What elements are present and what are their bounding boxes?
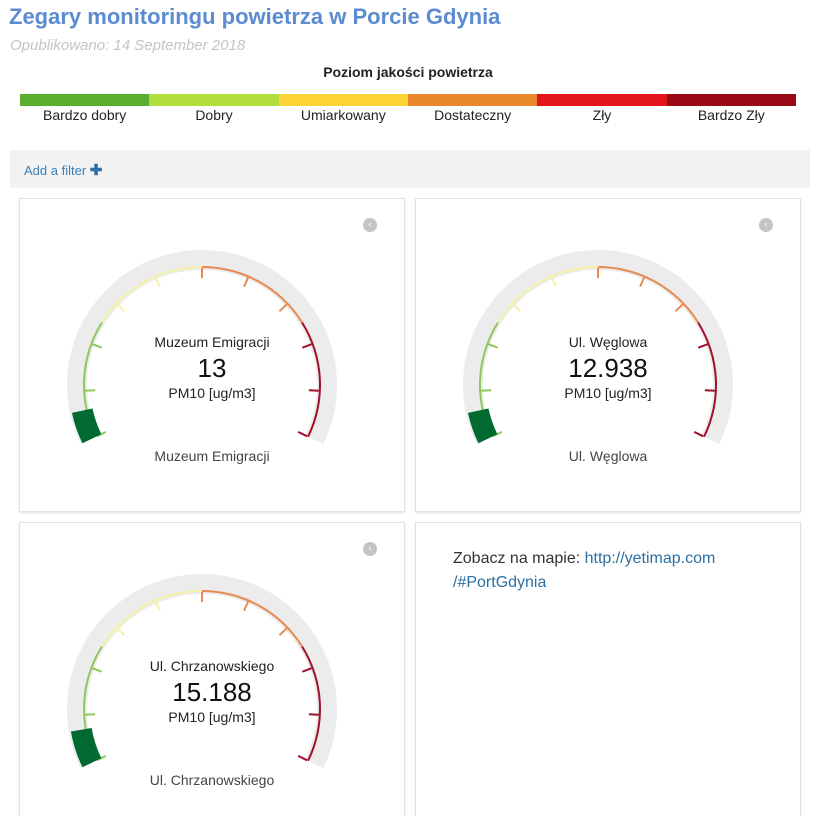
gauge-tick — [91, 667, 103, 673]
gauge-tick — [301, 667, 313, 673]
gauge-value: 12.938 — [568, 353, 648, 383]
gauge-chart — [462, 249, 733, 445]
legend-segment — [666, 94, 796, 106]
plus-icon: ✚ — [89, 162, 103, 179]
gauge-card-1: ‹ Muzeum Emigracji 13 PM10 [ug/m3] Muzeu… — [19, 198, 405, 512]
legend-title: Poziom jakości powietrza — [323, 64, 493, 80]
map-card: Zobacz na mapie: http://yetimap.com /#Por… — [415, 522, 801, 816]
gauge-band — [598, 266, 699, 323]
gauge-tick — [243, 601, 250, 612]
legend-color-bar — [20, 94, 796, 106]
gauge-value: 13 — [197, 353, 227, 383]
gauge-tick — [154, 277, 161, 288]
gauge-tick — [243, 277, 250, 288]
gauge-tick — [301, 343, 313, 349]
map-link-line2: /#PortGdynia — [453, 574, 547, 591]
page-title: Zegary monitoringu powietrza w Porcie Gd… — [9, 4, 501, 29]
gauge-station-name: Muzeum Emigracji — [154, 334, 270, 350]
legend-segment — [20, 94, 150, 106]
gauge-tick — [487, 343, 499, 349]
gauge-station-name: Ul. Węglowa — [568, 334, 648, 350]
legend-label: Umiarkowany — [300, 107, 386, 123]
filter-bar: Add a filter ✚ — [10, 150, 810, 188]
gauge-tick — [116, 303, 126, 312]
legend-segment — [407, 94, 538, 106]
gauge-tick — [492, 431, 503, 438]
gauge-tick — [278, 303, 288, 312]
map-label: Zobacz na mapie: — [453, 550, 585, 567]
gauge-band — [101, 266, 202, 323]
gauge-caption: Ul. Węglowa — [568, 448, 648, 464]
gauge-station-name: Ul. Chrzanowskiego — [149, 658, 275, 674]
legend-segment — [537, 94, 667, 106]
back-circle-icon[interactable]: ‹ — [363, 542, 377, 556]
publish-date: Opublikowano: 14 September 2018 — [10, 37, 246, 54]
gauge-card-2: ‹ Ul. Węglowa 12.938 PM10 [ug/m3] Ul. Wę… — [415, 198, 801, 512]
legend-labels: Bardzo dobry Dobry Umiarkowany Dostateczny Z… — [20, 107, 796, 123]
gauge-tick — [512, 303, 522, 312]
gauge-tick — [693, 431, 704, 438]
back-circle-icon[interactable]: ‹ — [759, 218, 773, 232]
gauge-tick — [96, 755, 107, 762]
legend-label: Bardzo Zły — [697, 107, 765, 123]
gauge-band — [497, 266, 598, 323]
gauge-band — [202, 266, 303, 323]
legend-label: Dobry — [195, 107, 233, 123]
gauge-tick — [697, 343, 709, 349]
gauge-value: 15.188 — [172, 677, 252, 707]
legend-label: Dostateczny — [434, 107, 512, 123]
gauge-tick — [550, 277, 557, 288]
legend-segment — [278, 94, 408, 106]
gauge-caption: Ul. Chrzanowskiego — [149, 772, 275, 788]
gauge-chart — [66, 249, 338, 445]
legend-label: Bardzo dobry — [43, 107, 127, 123]
map-link[interactable]: http://yetimap.com /#PortGdynia — [453, 550, 715, 591]
gauge-unit: PM10 [ug/m3] — [168, 709, 256, 725]
map-link-line1: http://yetimap.com — [584, 550, 716, 567]
gauge-value-fill — [71, 408, 102, 444]
add-filter-label: Add a filter — [24, 163, 87, 178]
gauge-tick — [154, 601, 161, 612]
legend-label: Zły — [592, 107, 612, 123]
gauge-tick — [674, 303, 684, 312]
gauge-value-fill — [467, 408, 498, 444]
gauge-band — [202, 590, 303, 647]
gauge-unit: PM10 [ug/m3] — [564, 385, 652, 401]
gauge-tick — [297, 755, 308, 762]
back-circle-icon[interactable]: ‹ — [363, 218, 377, 232]
gauge-value-fill — [70, 727, 102, 768]
gauge-chart — [66, 574, 338, 769]
legend-segment — [149, 94, 279, 106]
gauge-band — [101, 590, 202, 647]
gauge-unit: PM10 [ug/m3] — [168, 385, 256, 401]
gauge-card-3: ‹ Ul. Chrzanowskiego 15.188 PM10 [ug/m3]… — [19, 522, 405, 816]
gauge-tick — [91, 343, 103, 349]
map-text: Zobacz na mapie: http://yetimap.com /#Por… — [453, 547, 773, 595]
add-filter-link[interactable]: Add a filter ✚ — [24, 161, 102, 179]
gauge-tick — [116, 627, 126, 636]
gauge-tick — [297, 431, 308, 438]
gauge-tick — [278, 627, 288, 636]
gauge-tick — [639, 277, 646, 288]
gauge-caption: Muzeum Emigracji — [154, 448, 270, 464]
